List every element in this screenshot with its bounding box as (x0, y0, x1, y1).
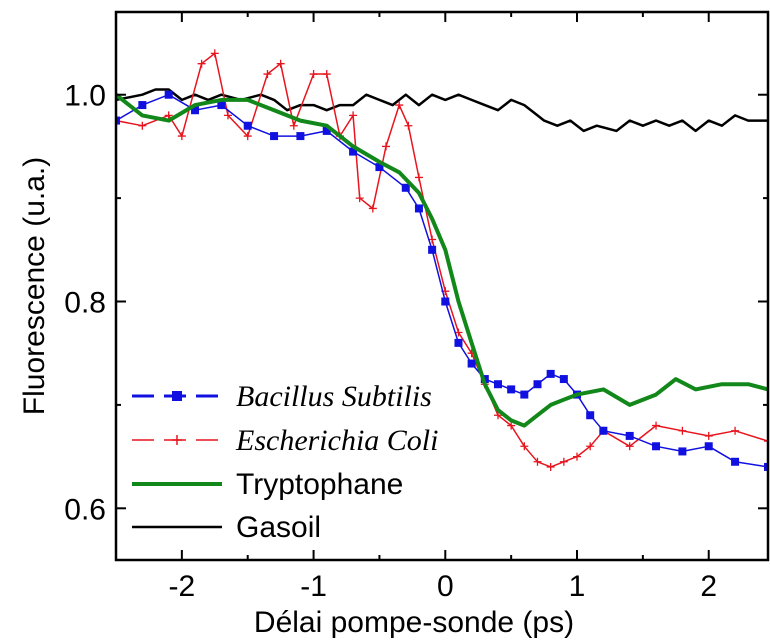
escherichia-coli-point (731, 426, 740, 435)
bacillus-subtilis-point (414, 204, 423, 213)
bacillus-subtilis-point (138, 101, 147, 110)
bacillus-subtilis-point (217, 101, 226, 110)
escherichia-coli-point (764, 437, 768, 446)
bacillus-subtilis-point (401, 183, 410, 192)
escherichia-coli-point (395, 101, 404, 110)
legend-marker-escherichia-coli (172, 435, 182, 445)
bacillus-subtilis-point (493, 380, 502, 389)
legend-label-escherichia-coli: Escherichia Coli (235, 424, 438, 457)
bacillus-subtilis-point (764, 462, 768, 471)
bacillus-subtilis-point (546, 369, 555, 378)
escherichia-coli-point (210, 49, 219, 58)
x-axis-title: Délai pompe-sonde (ps) (254, 606, 574, 639)
escherichia-coli-point (355, 194, 364, 203)
y-tick-label: 1.0 (64, 80, 106, 113)
bacillus-subtilis-point (270, 132, 279, 141)
escherichia-coli-point (573, 452, 582, 461)
escherichia-coli-point (349, 111, 358, 120)
escherichia-coli-point (704, 431, 713, 440)
y-tick-label: 0.8 (64, 287, 106, 320)
gasoil-line (116, 88, 768, 133)
escherichia-coli-point (533, 457, 542, 466)
bacillus-subtilis-point (243, 121, 252, 130)
escherichia-coli-point (276, 59, 285, 68)
escherichia-coli-point (263, 70, 272, 79)
bacillus-subtilis-point (731, 457, 740, 466)
x-tick-label: 2 (700, 570, 717, 603)
bacillus-subtilis-point (349, 147, 358, 156)
bacillus-subtilis-point (322, 126, 331, 135)
escherichia-coli-point (520, 442, 529, 451)
escherichia-coli-point (368, 204, 377, 213)
legend-label-gasoil: Gasoil (236, 511, 321, 544)
escherichia-coli-point (177, 132, 186, 141)
bacillus-subtilis-point (652, 442, 661, 451)
bacillus-subtilis-point (454, 338, 463, 347)
legend-marker-bacillus-subtilis (172, 391, 182, 401)
bacillus-subtilis-point (533, 380, 542, 389)
bacillus-subtilis-point (428, 245, 437, 254)
escherichia-coli-point (586, 442, 595, 451)
escherichia-coli-point (223, 111, 232, 120)
escherichia-coli-point (322, 70, 331, 79)
bacillus-subtilis-point (375, 163, 384, 172)
bacillus-subtilis-point (586, 411, 595, 420)
escherichia-coli-point (559, 457, 568, 466)
series-layer (116, 49, 768, 471)
escherichia-coli-point (404, 121, 413, 130)
escherichia-coli-line (116, 52, 768, 468)
escherichia-coli-point (625, 442, 634, 451)
bacillus-subtilis-point (678, 447, 687, 456)
x-tick-label: 1 (569, 570, 586, 603)
escherichia-coli-point (138, 121, 147, 130)
legend-label-bacillus-subtilis: Bacillus Subtilis (236, 380, 432, 413)
bacillus-subtilis-point (296, 132, 305, 141)
bacillus-subtilis-point (441, 297, 450, 306)
bacillus-subtilis-point (704, 442, 713, 451)
escherichia-coli-point (414, 173, 423, 182)
bacillus-subtilis-point (116, 116, 120, 125)
legend: Bacillus Subtilis Escherichia Coli Tryptop… (132, 380, 438, 544)
escherichia-coli-point (652, 421, 661, 430)
y-tick-label: 0.6 (64, 493, 106, 526)
x-tick-label: -1 (300, 570, 327, 603)
bacillus-subtilis-point (467, 359, 476, 368)
bacillus-subtilis-point (559, 375, 568, 384)
bacillus-subtilis-point (599, 426, 608, 435)
x-tick-label: 0 (437, 570, 454, 603)
escherichia-coli-point (197, 59, 206, 68)
tryptophane-line (116, 93, 768, 428)
escherichia-coli-point (382, 142, 391, 151)
bacillus-subtilis-point (625, 431, 634, 440)
axes-layer: -2 -1 0 1 2 0.6 0.8 1.0 (64, 12, 768, 603)
x-tick-label: -2 (169, 570, 196, 603)
escherichia-coli-point (289, 121, 298, 130)
plot-frame (114, 10, 770, 562)
bacillus-subtilis-point (520, 390, 529, 399)
escherichia-coli-point (507, 421, 516, 430)
bacillus-subtilis-point (507, 385, 516, 394)
escherichia-coli-point (546, 462, 555, 471)
escherichia-coli-point (243, 132, 252, 141)
escherichia-coli-point (164, 111, 173, 120)
y-axis-title: Fluorescence (u.a.) (18, 157, 51, 415)
bacillus-subtilis-point (191, 106, 200, 115)
legend-label-tryptophane: Tryptophane (236, 468, 403, 501)
escherichia-coli-point (678, 426, 687, 435)
escherichia-coli-point (309, 70, 318, 79)
bacillus-subtilis-point (164, 90, 173, 99)
